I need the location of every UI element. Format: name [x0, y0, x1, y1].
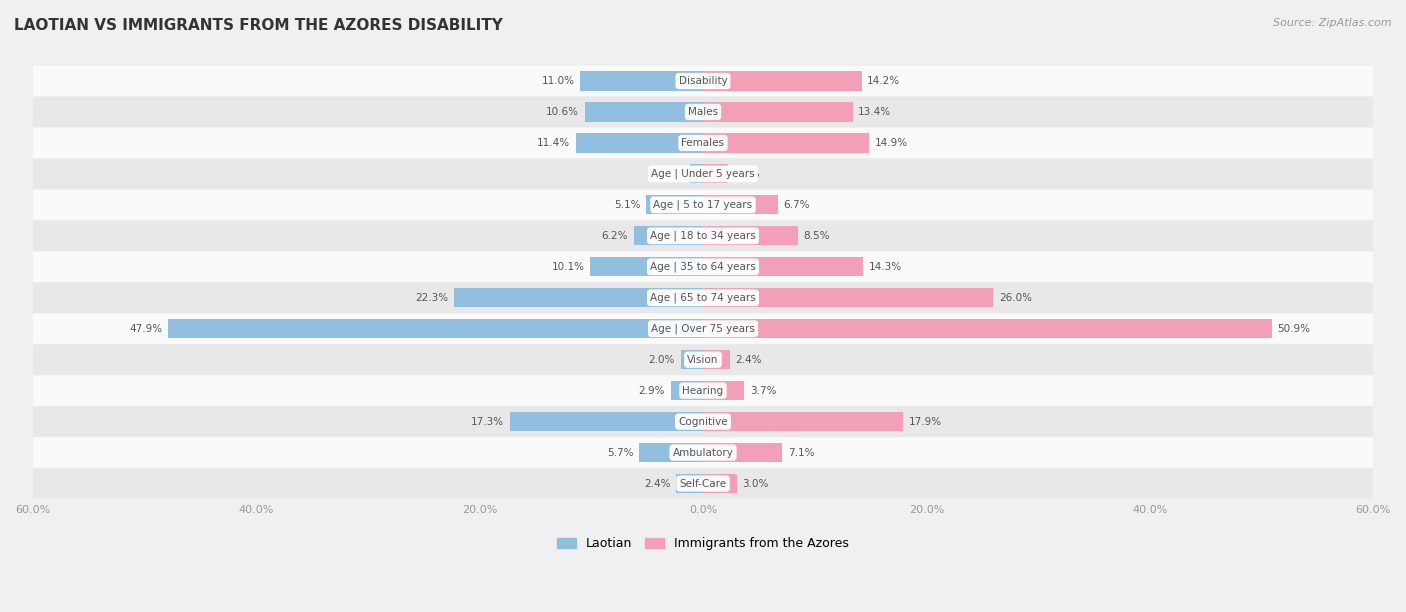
FancyBboxPatch shape [32, 66, 1374, 96]
Text: 22.3%: 22.3% [415, 293, 449, 303]
Text: 17.9%: 17.9% [908, 417, 942, 427]
Text: 6.2%: 6.2% [602, 231, 628, 241]
FancyBboxPatch shape [32, 313, 1374, 344]
Bar [634, 226, 703, 245]
Text: 5.7%: 5.7% [607, 447, 634, 458]
Bar [645, 195, 703, 214]
Text: Age | 18 to 34 years: Age | 18 to 34 years [650, 231, 756, 241]
Bar [167, 319, 703, 338]
Bar [703, 195, 778, 214]
Text: Age | 5 to 17 years: Age | 5 to 17 years [654, 200, 752, 210]
Text: 11.0%: 11.0% [541, 76, 575, 86]
FancyBboxPatch shape [32, 252, 1374, 282]
Bar [703, 133, 869, 152]
Text: 10.1%: 10.1% [551, 262, 585, 272]
Text: Hearing: Hearing [682, 386, 724, 395]
Text: 17.3%: 17.3% [471, 417, 505, 427]
Text: 14.9%: 14.9% [875, 138, 908, 148]
Text: 50.9%: 50.9% [1277, 324, 1310, 334]
FancyBboxPatch shape [32, 438, 1374, 468]
Bar [703, 257, 863, 277]
Text: 2.2%: 2.2% [733, 169, 759, 179]
Text: 26.0%: 26.0% [1000, 293, 1032, 303]
Text: 8.5%: 8.5% [804, 231, 830, 241]
FancyBboxPatch shape [32, 375, 1374, 406]
Text: 2.0%: 2.0% [648, 355, 675, 365]
Text: 2.4%: 2.4% [644, 479, 671, 488]
Text: Ambulatory: Ambulatory [672, 447, 734, 458]
FancyBboxPatch shape [32, 283, 1374, 313]
Legend: Laotian, Immigrants from the Azores: Laotian, Immigrants from the Azores [553, 532, 853, 556]
FancyBboxPatch shape [32, 128, 1374, 158]
Text: 14.2%: 14.2% [868, 76, 900, 86]
Bar [703, 72, 862, 91]
FancyBboxPatch shape [32, 190, 1374, 220]
Text: Self-Care: Self-Care [679, 479, 727, 488]
Text: 5.1%: 5.1% [614, 200, 640, 210]
Bar [591, 257, 703, 277]
Text: 7.1%: 7.1% [787, 447, 814, 458]
Bar [581, 72, 703, 91]
Text: Source: ZipAtlas.com: Source: ZipAtlas.com [1274, 18, 1392, 28]
Text: Males: Males [688, 107, 718, 117]
Text: 13.4%: 13.4% [858, 107, 891, 117]
Text: Age | Over 75 years: Age | Over 75 years [651, 324, 755, 334]
Bar [640, 443, 703, 462]
FancyBboxPatch shape [32, 468, 1374, 499]
Bar [703, 350, 730, 369]
Bar [671, 381, 703, 400]
Bar [703, 443, 782, 462]
Bar [703, 474, 737, 493]
Text: Age | Under 5 years: Age | Under 5 years [651, 169, 755, 179]
Text: 14.3%: 14.3% [869, 262, 901, 272]
FancyBboxPatch shape [32, 97, 1374, 127]
FancyBboxPatch shape [32, 345, 1374, 375]
Bar [703, 381, 744, 400]
Bar [575, 133, 703, 152]
Text: 10.6%: 10.6% [546, 107, 579, 117]
Text: 3.7%: 3.7% [749, 386, 776, 395]
Bar [703, 319, 1271, 338]
Bar [689, 164, 703, 184]
Bar [703, 412, 903, 431]
Text: Vision: Vision [688, 355, 718, 365]
Text: LAOTIAN VS IMMIGRANTS FROM THE AZORES DISABILITY: LAOTIAN VS IMMIGRANTS FROM THE AZORES DI… [14, 18, 503, 34]
Text: Cognitive: Cognitive [678, 417, 728, 427]
Bar [510, 412, 703, 431]
Bar [703, 102, 852, 122]
Bar [703, 164, 727, 184]
FancyBboxPatch shape [32, 406, 1374, 437]
Text: 2.9%: 2.9% [638, 386, 665, 395]
Text: 47.9%: 47.9% [129, 324, 162, 334]
Text: 6.7%: 6.7% [783, 200, 810, 210]
Bar [676, 474, 703, 493]
Text: 2.4%: 2.4% [735, 355, 762, 365]
Text: Age | 35 to 64 years: Age | 35 to 64 years [650, 261, 756, 272]
Bar [454, 288, 703, 307]
Text: Age | 65 to 74 years: Age | 65 to 74 years [650, 293, 756, 303]
Text: 1.2%: 1.2% [658, 169, 683, 179]
Bar [703, 226, 799, 245]
Text: 11.4%: 11.4% [537, 138, 569, 148]
Text: Females: Females [682, 138, 724, 148]
FancyBboxPatch shape [32, 159, 1374, 189]
Bar [703, 288, 994, 307]
Bar [681, 350, 703, 369]
Text: Disability: Disability [679, 76, 727, 86]
Text: 3.0%: 3.0% [742, 479, 769, 488]
FancyBboxPatch shape [32, 221, 1374, 251]
Bar [585, 102, 703, 122]
